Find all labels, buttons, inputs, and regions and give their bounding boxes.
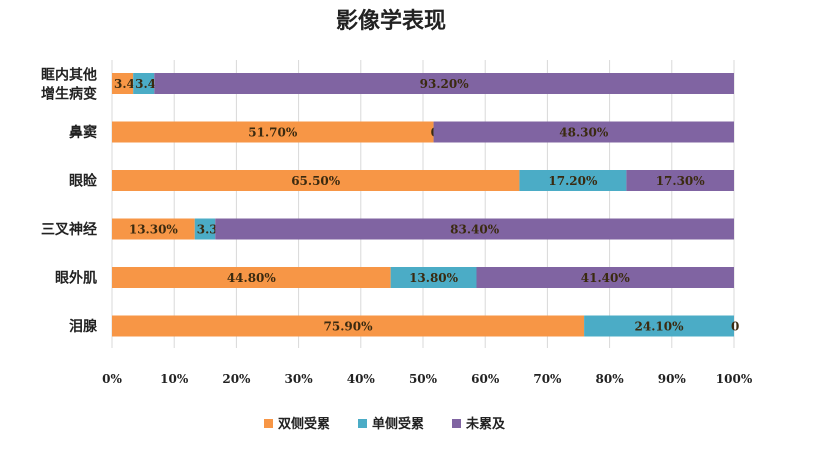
bar-segment bbox=[433, 121, 734, 143]
data-label: 41.40% bbox=[581, 271, 631, 285]
data-label: 48.30% bbox=[559, 126, 609, 140]
bars: 3.40%3.40%93.20%51.70%048.30%65.50%17.20… bbox=[112, 73, 739, 337]
legend-swatch bbox=[264, 419, 273, 428]
x-axis-ticks: 0% 10% 20% 30% 40% 50% 60% 70% 80% 90% 100% bbox=[102, 372, 753, 386]
x-tick-label: 40% bbox=[347, 372, 376, 386]
data-label: 51.70% bbox=[248, 126, 298, 140]
bar-segment bbox=[112, 170, 520, 191]
bar-segment bbox=[133, 73, 155, 94]
x-tick-label: 90% bbox=[658, 372, 687, 386]
bar-segment bbox=[112, 315, 585, 337]
data-label: 17.20% bbox=[548, 174, 598, 188]
category-label: 鼻窦 bbox=[69, 124, 97, 141]
category-label: 三叉神经 bbox=[41, 221, 97, 238]
x-tick-label: 70% bbox=[533, 372, 562, 386]
x-tick-label: 100% bbox=[716, 372, 753, 386]
legend-label: 未累及 bbox=[465, 416, 506, 432]
bar-segment bbox=[626, 170, 734, 191]
data-label: 13.80% bbox=[409, 271, 459, 285]
data-label: 75.90% bbox=[324, 320, 374, 334]
x-tick-label: 20% bbox=[222, 372, 251, 386]
bar-segment bbox=[519, 170, 627, 191]
data-label: 83.40% bbox=[450, 223, 500, 237]
gridlines bbox=[111, 60, 735, 348]
data-label: 65.50% bbox=[291, 174, 341, 188]
legend-swatch bbox=[358, 419, 367, 428]
x-tick-label: 80% bbox=[596, 372, 625, 386]
chart-title: 影像学表现 bbox=[336, 8, 446, 34]
legend-swatch bbox=[452, 419, 461, 428]
legend: 双侧受累 单侧受累 未累及 bbox=[264, 416, 506, 432]
x-tick-label: 50% bbox=[409, 372, 438, 386]
bar-segment bbox=[476, 267, 734, 288]
x-tick-label: 0% bbox=[102, 372, 122, 386]
category-label: 眶内其他增生病变 bbox=[41, 67, 97, 103]
data-label: 17.30% bbox=[656, 174, 706, 188]
x-tick-label: 10% bbox=[160, 372, 189, 386]
legend-label: 双侧受累 bbox=[278, 416, 330, 432]
bar-segment bbox=[390, 267, 477, 288]
bar-segment bbox=[194, 218, 216, 240]
x-tick-label: 30% bbox=[285, 372, 314, 386]
bar-segment bbox=[215, 218, 734, 240]
x-tick-label: 60% bbox=[471, 372, 500, 386]
data-label: 44.80% bbox=[227, 271, 277, 285]
bar-segment bbox=[112, 73, 134, 94]
bar-segment bbox=[112, 121, 434, 143]
bar-segment bbox=[584, 315, 734, 337]
data-label: 24.10% bbox=[635, 320, 685, 334]
bar-segment bbox=[154, 73, 734, 94]
data-label: 93.20% bbox=[420, 77, 470, 91]
category-label: 眼外肌 bbox=[55, 270, 97, 287]
bar-segment bbox=[112, 218, 195, 240]
category-label: 眼睑 bbox=[69, 173, 97, 190]
category-label: 泪腺 bbox=[69, 318, 98, 335]
legend-label: 单侧受累 bbox=[372, 416, 424, 432]
bar-segment bbox=[112, 267, 391, 288]
data-label: 13.30% bbox=[129, 223, 179, 237]
data-label: 0 bbox=[731, 320, 739, 334]
